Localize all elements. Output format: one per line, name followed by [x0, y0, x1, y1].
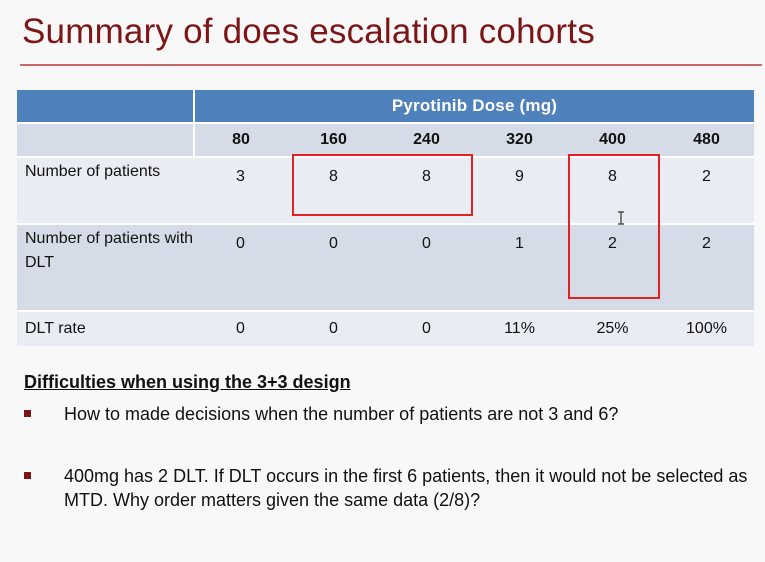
table-cell: 25% — [566, 310, 659, 346]
table-cell: 0 — [194, 310, 287, 346]
table-cell: 2 — [659, 223, 754, 311]
row-label: Number of patients — [17, 156, 194, 224]
table-cell: 0 — [380, 310, 473, 346]
table-cell: 3 — [194, 156, 287, 224]
table-cell: 0 — [380, 223, 473, 311]
dose-header-160: 160 — [287, 122, 380, 157]
table-row: DLT rate 0 0 0 11% 25% 100% — [17, 310, 754, 346]
dose-header-320: 320 — [473, 122, 566, 157]
slide-title: Summary of does escalation cohorts — [22, 12, 595, 51]
table-row: Number of patients 3 8 8 9 8 2 — [17, 156, 754, 224]
table-cell: 2 — [566, 223, 659, 311]
table-cell: 2 — [659, 156, 754, 224]
dose-header-480: 480 — [659, 122, 754, 157]
highlight-box-160-240 — [292, 154, 473, 216]
table-cell: 9 — [473, 156, 566, 224]
dose-header-240: 240 — [380, 122, 473, 157]
dose-header-row: 80 160 240 320 400 480 — [17, 122, 754, 157]
bullet-square-icon — [24, 410, 31, 417]
table-cell: 0 — [287, 223, 380, 311]
bullet-square-icon — [24, 472, 31, 479]
notes-heading: Difficulties when using the 3+3 design — [24, 372, 351, 392]
dose-header-corner — [17, 122, 195, 157]
bullet-text: 400mg has 2 DLT. If DLT occurs in the fi… — [64, 466, 748, 510]
dose-header-400: 400 — [566, 122, 659, 157]
text-cursor-icon — [618, 211, 624, 225]
header-corner-cell — [17, 90, 195, 123]
table-cell: 11% — [473, 310, 566, 346]
table-cell: 1 — [473, 223, 566, 311]
row-label: DLT rate — [17, 310, 194, 346]
title-divider — [20, 64, 762, 66]
table-cell: 8 — [566, 156, 659, 224]
table-group-header-row: Pyrotinib Dose (mg) — [17, 90, 754, 123]
dose-header-80: 80 — [194, 122, 287, 157]
bullet-text: How to made decisions when the number of… — [64, 404, 619, 424]
table-cell: 100% — [659, 310, 754, 346]
dose-table: Pyrotinib Dose (mg) 80 160 240 320 400 4… — [17, 90, 754, 346]
highlight-box-400 — [568, 154, 660, 299]
table-cell: 0 — [194, 223, 287, 311]
table-row: Number of patients with DLT 0 0 0 1 2 2 — [17, 223, 754, 311]
dose-group-header: Pyrotinib Dose (mg) — [194, 90, 754, 123]
table-cell: 0 — [287, 310, 380, 346]
table-cell: 8 — [287, 156, 380, 224]
table-cell: 8 — [380, 156, 473, 224]
row-label: Number of patients with DLT — [17, 223, 194, 311]
